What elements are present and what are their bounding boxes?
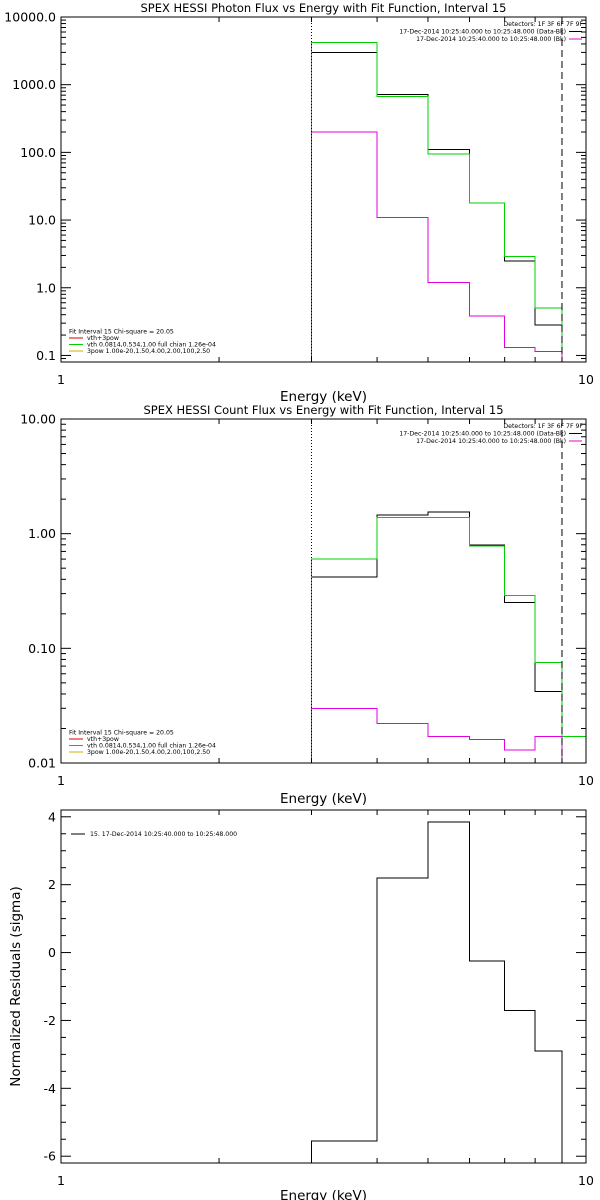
y-tick-label: 10.0 [28,213,56,228]
legend-entry: Detectors: 1F 3F 6F 7F 9F [503,21,583,28]
legend-entry: 17-Dec-2014 10:25:40.000 to 10:25:48.000… [416,36,566,43]
legend-entry: 15. 17-Dec-2014 10:25:40.000 to 10:25:48… [90,831,237,838]
legend-entry: 3pow 1.00e-20,1.50,4.00,2.00,100,2.50 [87,749,210,756]
y-tick-label: -6 [44,1149,57,1164]
y-axis-label: Normalized Residuals (sigma) [8,886,24,1087]
y-tick-label: 1000.0 [12,77,56,92]
y-tick-label: 0.1 [36,348,56,363]
plot-frame [60,16,587,363]
plot-frame [60,418,587,764]
x-axis-label: Energy (keV) [280,389,367,405]
legend-entry: 17-Dec-2014 10:25:40.000 to 10:25:48.000… [416,438,566,445]
x-tick-label: 10 [578,1173,594,1188]
y-tick-label: -4 [44,1081,57,1096]
x-tick-label: 10 [578,773,594,788]
y-tick-label: 2 [48,877,56,892]
y-tick-label: 100.0 [20,145,56,160]
legend-entry: vth 0.0814,0.534,1.00 full chian 1.26e-0… [87,342,216,349]
x-tick-label: 1 [57,1173,65,1188]
y-tick-label: -2 [44,1013,56,1028]
legend-entry: vth+3pow [87,736,119,743]
chart-panel-3: 1 10 -6 -4 -2 0 2 4 Energy (keV) Normalized Resid… [8,809,594,1200]
y-tick-label: 1.00 [28,526,56,541]
x-tick-label: 1 [57,773,65,788]
series-line-3 [311,707,563,763]
legend-entry: 3pow 1.00e-20,1.50,4.00,2.00,100,2.50 [87,348,210,355]
y-tick-label: 10.00 [20,412,56,427]
legend-entry: vth+3pow [87,335,119,342]
y-tick-label: 4 [48,809,56,824]
chart-title: SPEX HESSI Photon Flux vs Energy with Fi… [140,1,506,15]
x-axis-label: Energy (keV) [280,1188,367,1200]
legend-entry: Fit Interval 15 Chi-square = 20.05 [69,329,174,336]
y-tick-label: 10000.0 [4,10,56,25]
y-tick-label: 0 [48,945,56,960]
chart-panel-1: SPEX HESSI Photon Flux vs Energy with Fi… [4,1,594,405]
legend-entry: Fit Interval 15 Chi-square = 20.05 [69,730,174,737]
chart-title: SPEX HESSI Count Flux vs Energy with Fit… [143,403,503,417]
legend-entry: 17-Dec-2014 10:25:40.000 to 10:25:48.000… [399,29,566,36]
series-line-1 [311,821,563,1163]
x-tick-label: 10 [578,372,594,387]
legend-entry: Detectors: 1F 3F 6F 7F 9F [503,423,583,430]
y-tick-label: 1.0 [36,280,56,295]
y-tick-label: 0.10 [28,641,56,656]
series-line-2 [311,42,563,362]
x-axis-label: Energy (keV) [280,791,367,807]
legend-entry: vth 0.0814,0.534,1.00 full chian 1.26e-0… [87,743,216,750]
y-tick-label: 0.01 [28,756,56,771]
series-line-3 [311,131,563,362]
legend-entry: 17-Dec-2014 10:25:40.000 to 10:25:48.000… [399,431,566,438]
x-tick-label: 1 [57,372,65,387]
chart-panel-2: SPEX HESSI Count Flux vs Energy with Fit… [20,403,594,807]
